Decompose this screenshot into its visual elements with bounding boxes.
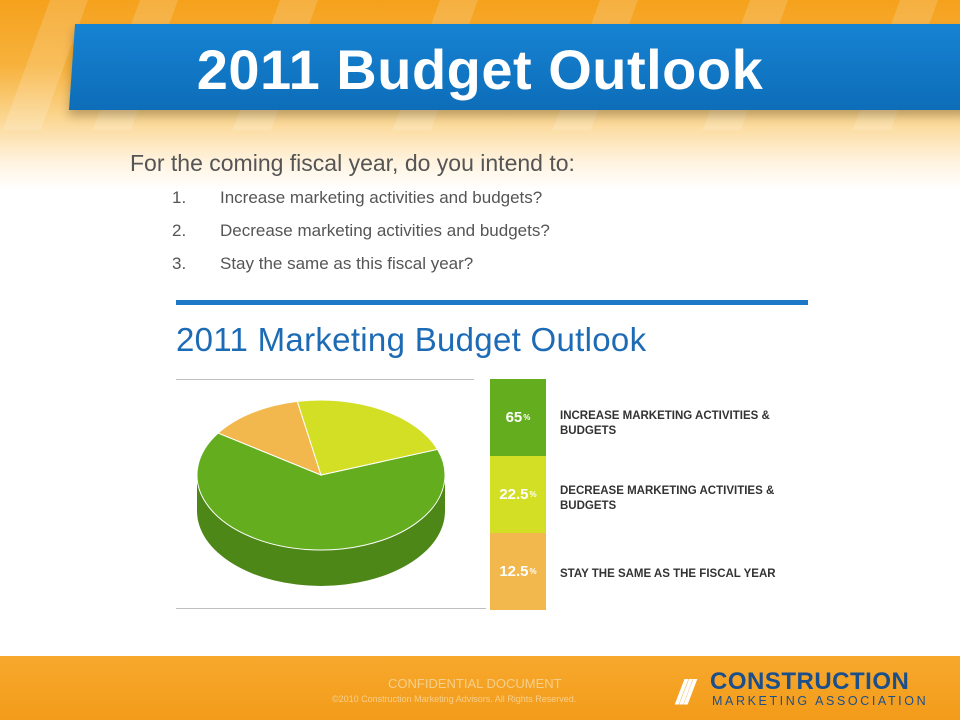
footer-band xyxy=(0,656,960,720)
percent-cell: 22.5% xyxy=(490,456,546,533)
question-text: For the coming fiscal year, do you inten… xyxy=(130,150,575,176)
option-text: Increase marketing activities and budget… xyxy=(220,188,543,207)
copyright-text: ©2010 Construction Marketing Advisors. A… xyxy=(332,694,577,704)
percent-cell: 12.5% xyxy=(490,533,546,610)
option-item: 1. Increase marketing activities and budg… xyxy=(172,188,550,221)
options-list: 1. Increase marketing activities and budg… xyxy=(172,188,550,287)
divider-line xyxy=(176,379,474,380)
pie-slice xyxy=(217,400,322,476)
percent-cell: 65% xyxy=(490,379,546,456)
chart-panel: 2011 Marketing Budget Outlook 65% 22.5% 12… xyxy=(176,300,808,617)
option-number: 3. xyxy=(172,254,187,273)
legend-label: STAY THE SAME AS THE FISCAL YEAR xyxy=(560,568,776,580)
divider-line xyxy=(176,608,486,609)
percent-value: 22.5 xyxy=(499,486,529,503)
legend-label: INCREASE MARKETING ACTIVITIES & BUDGETS xyxy=(560,410,770,437)
slide-title: 2011 Budget Outlook xyxy=(196,38,764,101)
percent-sign: % xyxy=(529,490,537,499)
option-item: 2. Decrease marketing activities and budg… xyxy=(172,221,550,254)
option-number: 1. xyxy=(172,188,187,207)
percent-sign: % xyxy=(523,413,531,422)
pie-slice xyxy=(196,432,446,551)
confidential-label: CONFIDENTIAL DOCUMENT xyxy=(388,676,562,691)
pie-chart xyxy=(196,399,446,586)
legend-label: DECREASE MARKETING ACTIVITIES & BUDGETS xyxy=(560,485,775,512)
percent-value: 12.5 xyxy=(499,563,529,580)
logo-word-construction: CONSTRUCTION xyxy=(710,668,910,695)
option-number: 2. xyxy=(172,221,187,240)
percent-value: 65 xyxy=(505,409,523,426)
logo-word-association: MARKETING ASSOCIATION xyxy=(712,694,929,708)
option-text: Stay the same as this fiscal year? xyxy=(220,254,474,273)
logo-slashes: /// xyxy=(676,674,694,712)
pie-slice xyxy=(296,399,439,476)
option-text: Decrease marketing activities and budget… xyxy=(220,221,550,240)
pie-slice-side xyxy=(197,475,445,586)
chart-title: 2011 Marketing Budget Outlook xyxy=(176,321,647,358)
option-item: 3. Stay the same as this fiscal year? xyxy=(172,254,550,287)
percent-sign: % xyxy=(529,567,537,576)
